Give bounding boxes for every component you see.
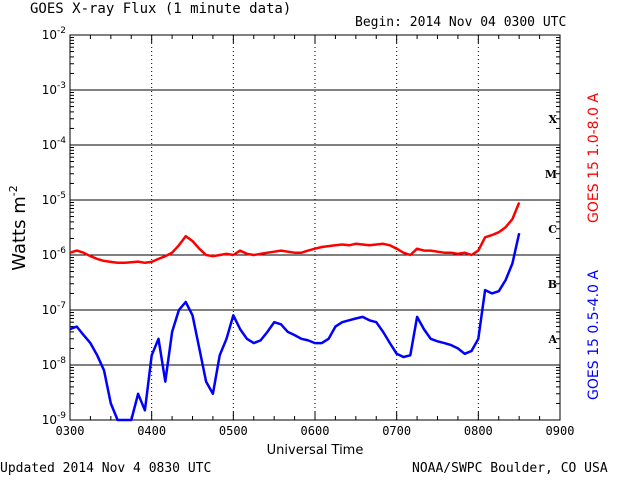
x-tick-label: 0700 (382, 424, 411, 438)
x-tick-label: 0800 (464, 424, 493, 438)
flare-class-label: A (547, 333, 557, 346)
y-tick-label: 10-2 (42, 26, 66, 42)
credit-text: NOAA/SWPC Boulder, CO USA (412, 461, 608, 476)
y-minor-ticks (70, 37, 560, 404)
y-axis-label-exp: -2 (7, 185, 20, 196)
flare-class-label: B (548, 278, 557, 291)
y-tick-label: 10-9 (42, 411, 67, 427)
x-tick-labels: 0300 0400 0500 0600 0700 0800 0900 (56, 424, 575, 438)
x-tick-label: 0300 (56, 424, 85, 438)
x-tick-label: 0500 (219, 424, 248, 438)
y-tick-label: 10-4 (42, 136, 67, 152)
x-axis-label: Universal Time (267, 443, 364, 458)
series-line-short (69, 232, 521, 422)
chart-title: GOES X-ray Flux (1 minute data) (30, 1, 292, 17)
y-tick-label: 10-3 (42, 81, 66, 97)
x-tick-label: 0400 (137, 424, 166, 438)
updated-time: Updated 2014 Nov 4 0830 UTC (0, 461, 212, 476)
y-tick-label: 10-8 (42, 356, 67, 372)
y-tick-label: 10-7 (42, 301, 66, 317)
x-tick-label: 0900 (546, 424, 575, 438)
series-label-long: GOES 15 1.0-8.0 A (586, 93, 602, 223)
begin-time: Begin: 2014 Nov 04 0300 UTC (355, 15, 567, 30)
flare-class-label: M (545, 168, 557, 181)
y-tick-label: 10-6 (42, 246, 67, 262)
y-tick-labels: 10-2 10-3 10-4 10-5 10-6 10-7 10-8 10-9 (42, 26, 67, 427)
flare-class-labels: X M C B A (545, 113, 558, 346)
flare-class-label: C (548, 223, 557, 236)
series-layer (69, 202, 521, 422)
flare-class-label: X (548, 113, 557, 126)
x-ticks (69, 35, 561, 420)
series-line-long (69, 202, 521, 265)
x-tick-label: 0600 (301, 424, 330, 438)
y-axis-label-text: Watts m (9, 196, 30, 270)
y-axis-label: Watts m-2 (7, 185, 30, 270)
series-label-short: GOES 15 0.5-4.0 A (586, 270, 602, 400)
y-tick-label: 10-5 (42, 191, 66, 207)
